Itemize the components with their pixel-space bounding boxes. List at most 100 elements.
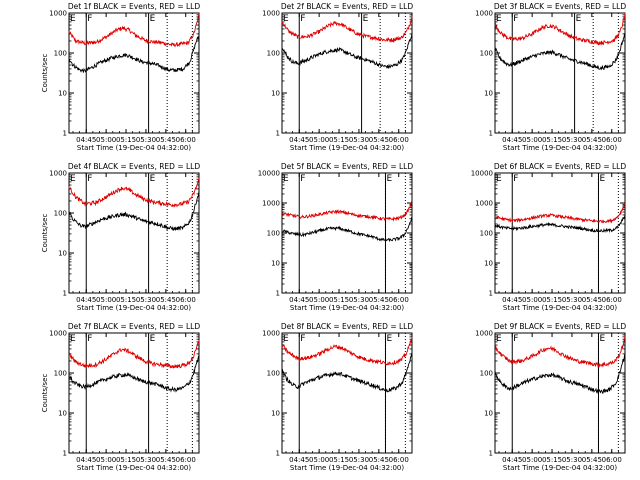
series-events-line [494,214,626,233]
plot-frame [68,332,200,454]
y-tick-label: 1000 [475,10,493,18]
x-tick-label: 05:30 [136,136,156,144]
x-tick-label: 05:45 [369,456,389,464]
marker-label: E [599,174,605,184]
x-tick-label: 06:00 [176,296,196,304]
x-tick-label: 04:45 [76,456,96,464]
x-tick-label: 05:30 [136,296,156,304]
y-tick-label: 100 [54,50,67,58]
x-tick-label: 05:45 [582,296,602,304]
marker-label: E [363,14,369,24]
marker-label: E [70,174,76,184]
chart-title: Det 1f BLACK = Events, RED = LLD [68,2,201,11]
series-events-line [68,190,200,231]
x-axis-label: Start Time (19-Dec-04 04:32:00) [503,144,617,152]
x-tick-label: 05:45 [369,136,389,144]
chart-title: Det 6f BLACK = Events, RED = LLD [494,162,627,171]
x-tick-label: 05:30 [349,136,369,144]
detector-panel-3: Det 3f BLACK = Events, RED = LLD 1 10 100 10… [475,2,626,152]
series-events-line [68,35,200,73]
marker-label: E [70,334,76,344]
x-tick-label: 05:30 [562,296,582,304]
marker-label: E [150,334,156,344]
y-tick-label: 1 [276,450,280,458]
y-tick-label: 100 [480,370,493,378]
x-axis-label: Start Time (19-Dec-04 04:32:00) [503,464,617,472]
series-lld-line [494,336,626,369]
marker-label: E [496,334,502,344]
x-tick-label: 06:00 [389,296,409,304]
x-axis-label: Start Time (19-Dec-04 04:32:00) [77,144,191,152]
marker-label: F [87,14,92,24]
y-tick-label: 10 [484,90,493,98]
y-tick-label: 10 [58,250,67,258]
x-tick-label: 05:45 [369,296,389,304]
detector-panel-7: Det 7f BLACK = Events, RED = LLD 1 10 100 10… [41,322,200,472]
marker-label: E [283,174,289,184]
y-tick-label: 100 [267,370,280,378]
series-events-line [494,353,626,394]
marker-label: E [70,14,76,24]
x-axis-label: Start Time (19-Dec-04 04:32:00) [290,144,404,152]
x-tick-label: 05:00 [309,136,329,144]
x-tick-label: 05:15 [329,136,349,144]
x-tick-label: 05:00 [309,456,329,464]
chart-title: Det 4f BLACK = Events, RED = LLD [68,162,201,171]
x-tick-label: 05:15 [116,456,136,464]
x-tick-label: 05:15 [116,296,136,304]
plot-frame [68,12,200,134]
x-axis-label: Start Time (19-Dec-04 04:32:00) [290,304,404,312]
chart-title: Det 3f BLACK = Events, RED = LLD [494,2,627,11]
chart-title: Det 9f BLACK = Events, RED = LLD [494,322,627,331]
x-tick-label: 05:00 [309,296,329,304]
marker-label: E [496,174,502,184]
x-tick-label: 04:45 [289,296,309,304]
x-tick-label: 05:00 [96,296,116,304]
y-tick-label: 1000 [475,330,493,338]
y-tick-label: 100 [54,210,67,218]
marker-label: E [386,334,392,344]
series-events-line [281,352,413,393]
marker-label: F [87,334,92,344]
x-tick-label: 06:00 [176,456,196,464]
detector-panel-2: Det 2f BLACK = Events, RED = LLD 1 10 100 10… [262,2,413,152]
y-tick-label: 10 [484,260,493,268]
y-tick-label: 10 [58,90,67,98]
x-tick-label: 06:00 [389,136,409,144]
y-tick-label: 1000 [262,330,280,338]
x-tick-label: 04:45 [289,456,309,464]
x-tick-label: 04:45 [502,136,522,144]
series-lld-line [494,202,626,224]
marker-label: E [386,174,392,184]
y-tick-label: 1 [63,290,67,298]
marker-label: E [599,334,605,344]
y-tick-label: 1000 [475,200,493,208]
x-tick-label: 06:00 [602,456,622,464]
series-events-line [494,33,626,71]
x-tick-label: 05:30 [349,296,369,304]
chart-title: Det 5f BLACK = Events, RED = LLD [281,162,414,171]
x-tick-label: 05:15 [542,136,562,144]
marker-label: F [300,334,305,344]
series-lld-line [281,337,413,366]
y-tick-label: 10 [271,260,280,268]
plot-frame [68,172,200,294]
y-tick-label: 100 [480,230,493,238]
series-lld-line [281,200,413,222]
chart-title: Det 2f BLACK = Events, RED = LLD [281,2,414,11]
series-events-line [281,216,413,242]
x-tick-label: 05:00 [522,456,542,464]
y-tick-label: 10000 [258,170,280,178]
x-axis-label: Start Time (19-Dec-04 04:32:00) [290,464,404,472]
y-tick-label: 10 [271,410,280,418]
y-tick-label: 100 [480,50,493,58]
marker-label: E [496,14,502,24]
x-tick-label: 04:45 [76,136,96,144]
y-tick-label: 10 [484,410,493,418]
y-axis-label: Counts/sec [41,54,49,93]
marker-label: E [283,14,289,24]
detector-panel-9: Det 9f BLACK = Events, RED = LLD 1 10 100 10… [475,322,626,472]
x-axis-label: Start Time (19-Dec-04 04:32:00) [503,304,617,312]
chart-title: Det 7f BLACK = Events, RED = LLD [68,322,201,331]
x-tick-label: 05:00 [522,136,542,144]
